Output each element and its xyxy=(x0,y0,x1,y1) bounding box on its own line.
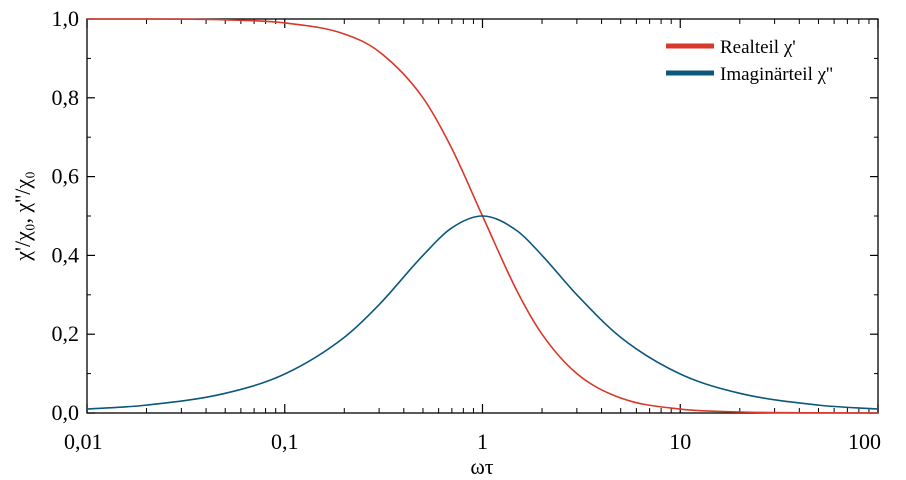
tick-labels: 0,0 0,2 0,4 0,6 0,8 1,0 0,01 0,1 1 10 100 xyxy=(52,6,882,454)
x-tick-label: 0,1 xyxy=(271,429,299,454)
x-tick-label: 10 xyxy=(669,429,691,454)
x-tick-label: 0,01 xyxy=(64,429,103,454)
y-axis-label: χ'/χ₀, χ''/χ₀ xyxy=(10,171,35,262)
y-tick-label: 0,6 xyxy=(52,164,80,189)
legend-label: Imaginärteil χ'' xyxy=(720,64,833,85)
series-line-2 xyxy=(86,215,879,410)
y-tick-label: 0,2 xyxy=(52,321,80,346)
x-tick-label: 100 xyxy=(848,429,881,454)
x-tick-label: 1 xyxy=(477,429,488,454)
y-tick-label: 0,4 xyxy=(52,242,80,267)
y-tick-label: 1,0 xyxy=(52,6,80,31)
x-axis-label: ωτ xyxy=(470,454,493,479)
series-lines xyxy=(86,18,879,414)
y-tick-label: 0,0 xyxy=(52,400,80,425)
legend-label: Realteil χ' xyxy=(720,37,796,58)
legend: Realteil χ' Imaginärteil χ'' xyxy=(666,37,833,85)
y-tick-label: 0,8 xyxy=(52,85,80,110)
